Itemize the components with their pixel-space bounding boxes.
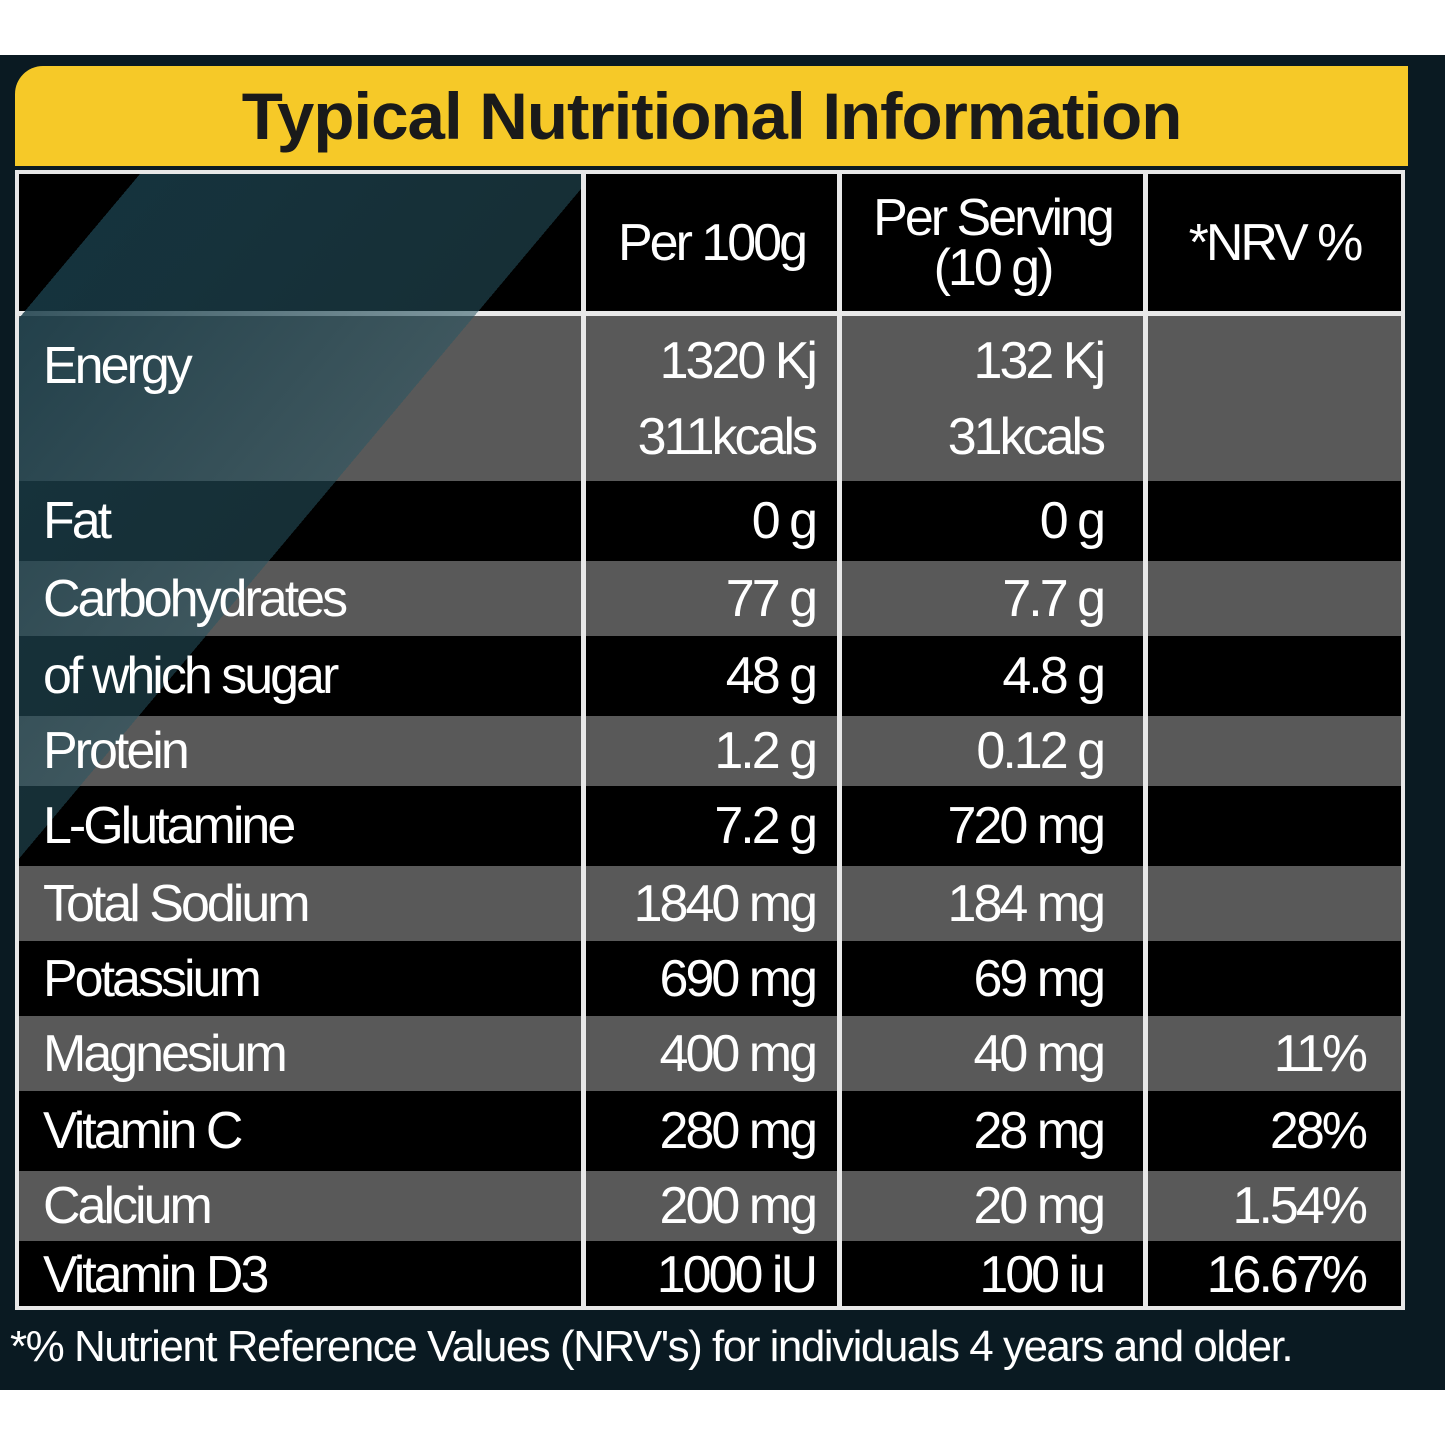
nutrient-label: Calcium — [43, 1177, 213, 1235]
title-bar: Typical Nutritional Information — [15, 66, 1408, 166]
table-row: Potassium 690 mg 69 mg — [19, 941, 1401, 1016]
table-row: L-Glutamine 7.2 g 720 mg — [19, 786, 1401, 866]
per-100g-value: 1000 iU — [581, 1241, 837, 1306]
table-row: Carbohydrates 77 g 7.7 g — [19, 561, 1401, 636]
title: Typical Nutritional Information — [241, 79, 1183, 153]
nutrient-label: of which sugar — [43, 647, 339, 705]
per-serving-value: 132 Kj 31kcals — [837, 316, 1143, 481]
table-row: Total Sodium 1840 mg 184 mg — [19, 866, 1401, 941]
header-row: Per 100g Per Serving (10 g) *NRV % — [19, 174, 1401, 316]
nrv-value: 1.54% — [1143, 1171, 1401, 1241]
per-100g-text: 690 mg — [659, 949, 818, 1008]
per-serving-text: 0.12 g — [976, 722, 1106, 780]
table-row: of which sugar 48 g 4.8 g — [19, 636, 1401, 716]
nrv-value: 11% — [1143, 1016, 1401, 1091]
nrv-value — [1143, 866, 1401, 941]
nutrition-table: Per 100g Per Serving (10 g) *NRV % Energ… — [15, 170, 1405, 1310]
per-100g-text: 400 mg — [659, 1024, 818, 1083]
per-100g-value: 1840 mg — [581, 866, 837, 941]
table-row: Magnesium 400 mg 40 mg 11% — [19, 1016, 1401, 1091]
per-serving-value: 720 mg — [837, 786, 1143, 866]
table-row: Fat 0 g 0 g — [19, 481, 1401, 561]
per-serving-value: 28 mg — [837, 1091, 1143, 1171]
per-serving-text: 7.7 g — [1002, 569, 1106, 628]
header-per-100g: Per 100g — [581, 174, 837, 311]
per-100g-text: 280 mg — [659, 1102, 818, 1160]
per-100g-value: 1320 Kj 311kcals — [581, 316, 837, 481]
nrv-value — [1143, 941, 1401, 1016]
per-100g-text: 1320 Kj — [659, 331, 818, 390]
nutrient-label: Carbohydrates — [43, 569, 348, 628]
per-100g-text: 200 mg — [659, 1177, 818, 1235]
per-100g-text: 48 g — [725, 647, 818, 705]
per-serving-text: 720 mg — [947, 797, 1106, 855]
nrv-value — [1143, 636, 1401, 716]
nutrient-label: Potassium — [43, 949, 262, 1008]
per-serving-text-secondary: 31kcals — [947, 407, 1106, 466]
header-blank — [19, 174, 581, 311]
nutrient-label: L-Glutamine — [43, 797, 296, 855]
per-100g-value: 48 g — [581, 636, 837, 716]
nrv-value: 28% — [1143, 1091, 1401, 1171]
nrv-value — [1143, 786, 1401, 866]
nrv-value — [1143, 716, 1401, 786]
per-100g-text: 1840 mg — [633, 874, 818, 933]
per-serving-text: 28 mg — [973, 1102, 1106, 1160]
per-100g-value: 200 mg — [581, 1171, 837, 1241]
header-per-serving-line2: (10 g) — [933, 238, 1055, 297]
nutrient-label: Vitamin D3 — [43, 1246, 269, 1304]
nutrient-label: Energy — [43, 337, 193, 395]
per-100g-value: 690 mg — [581, 941, 837, 1016]
per-serving-value: 100 iu — [837, 1241, 1143, 1306]
header-per-serving-line1: Per Serving — [873, 188, 1115, 247]
header-nrv: *NRV % — [1143, 174, 1401, 311]
nutrient-label: Fat — [43, 492, 112, 550]
header-per-serving: Per Serving (10 g) — [837, 174, 1143, 311]
per-serving-text: 0 g — [1039, 492, 1106, 550]
per-serving-text: 69 mg — [973, 949, 1106, 1008]
per-100g-value: 0 g — [581, 481, 837, 561]
per-serving-text: 100 iu — [979, 1246, 1106, 1304]
per-serving-value: 40 mg — [837, 1016, 1143, 1091]
nrv-value — [1143, 316, 1401, 481]
table-row: Energy 1320 Kj 311kcals 132 Kj 31kcals — [19, 316, 1401, 481]
nrv-value — [1143, 481, 1401, 561]
per-serving-value: 0.12 g — [837, 716, 1143, 786]
per-100g-text: 7.2 g — [714, 797, 818, 855]
per-serving-value: 7.7 g — [837, 561, 1143, 636]
per-100g-value: 7.2 g — [581, 786, 837, 866]
nrv-value: 16.67% — [1143, 1241, 1401, 1306]
per-serving-value: 4.8 g — [837, 636, 1143, 716]
per-100g-text: 0 g — [751, 492, 818, 550]
per-100g-text-secondary: 311kcals — [637, 407, 818, 466]
per-serving-text: 40 mg — [973, 1024, 1106, 1083]
per-serving-text: 20 mg — [973, 1177, 1106, 1235]
per-serving-value: 0 g — [837, 481, 1143, 561]
per-100g-text: 1000 iU — [656, 1246, 818, 1304]
per-serving-value: 69 mg — [837, 941, 1143, 1016]
per-100g-text: 1.2 g — [714, 722, 818, 780]
per-serving-value: 20 mg — [837, 1171, 1143, 1241]
table-row: Vitamin C 280 mg 28 mg 28% — [19, 1091, 1401, 1171]
per-100g-value: 77 g — [581, 561, 837, 636]
per-serving-text: 4.8 g — [1002, 647, 1106, 705]
table-row: Vitamin D3 1000 iU 100 iu 16.67% — [19, 1241, 1401, 1306]
nrv-value — [1143, 561, 1401, 636]
table-row: Calcium 200 mg 20 mg 1.54% — [19, 1171, 1401, 1241]
per-100g-value: 280 mg — [581, 1091, 837, 1171]
per-100g-value: 400 mg — [581, 1016, 837, 1091]
footnote: *% Nutrient Reference Values (NRV's) for… — [10, 1322, 1294, 1371]
per-100g-text: 77 g — [725, 569, 818, 628]
nutrient-label: Vitamin C — [43, 1102, 243, 1160]
per-serving-text: 132 Kj — [973, 331, 1106, 390]
nutrient-label: Magnesium — [43, 1024, 288, 1083]
per-serving-text: 184 mg — [947, 874, 1106, 933]
nutrient-label: Total Sodium — [43, 874, 311, 933]
table-row: Protein 1.2 g 0.12 g — [19, 716, 1401, 786]
per-100g-value: 1.2 g — [581, 716, 837, 786]
per-serving-value: 184 mg — [837, 866, 1143, 941]
nutrient-label: Protein — [43, 722, 190, 780]
